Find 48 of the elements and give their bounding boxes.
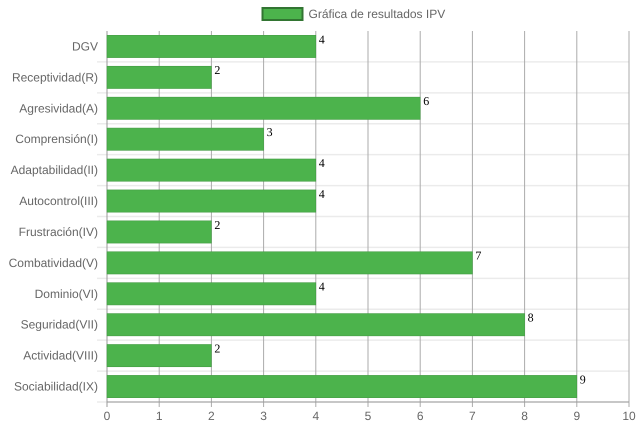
data-label: 8 <box>528 310 534 325</box>
y-tick-label: Adaptabilidad(II) <box>10 163 98 178</box>
y-tick-label: Sociabilidad(IX) <box>14 380 98 394</box>
x-tick-label: 2 <box>208 409 216 423</box>
x-tick-label: 3 <box>260 409 268 423</box>
x-tick-label: 8 <box>521 409 528 423</box>
bar <box>106 35 316 58</box>
y-tick-label: Actividad(VIII) <box>23 348 98 363</box>
y-tick-label: Frustración(IV) <box>18 224 98 239</box>
data-label: 4 <box>318 156 325 170</box>
y-tick-label: Autocontrol(III) <box>19 194 98 208</box>
bar <box>106 66 212 89</box>
bar <box>106 375 578 398</box>
data-label: 2 <box>214 341 220 356</box>
y-tick-label: DGV <box>72 39 98 54</box>
x-tick-label: 10 <box>622 409 636 423</box>
bar <box>106 158 316 182</box>
x-tick-label: 9 <box>573 409 580 423</box>
y-tick-label: Seguridad(VII) <box>20 318 98 332</box>
data-label: 6 <box>423 94 430 108</box>
x-tick-label: 6 <box>416 409 424 423</box>
x-tick-label: 4 <box>312 409 320 423</box>
x-tick-label: 7 <box>469 409 476 423</box>
bar <box>106 251 473 274</box>
data-label: 2 <box>214 63 220 78</box>
bar <box>106 96 420 120</box>
y-tick-label: Comprensión(I) <box>15 132 98 146</box>
data-label: 7 <box>475 248 482 263</box>
bar <box>106 344 212 368</box>
bar <box>106 313 525 336</box>
data-label: 4 <box>318 280 325 294</box>
bar <box>106 190 316 212</box>
data-label: 2 <box>214 218 220 232</box>
legend-label: Gráfica de resultados IPV <box>308 7 446 21</box>
data-label: 9 <box>580 372 586 386</box>
bar <box>106 220 212 244</box>
bar <box>106 128 264 151</box>
x-tick-label: 5 <box>364 409 372 423</box>
data-label: 4 <box>318 32 325 46</box>
x-tick-label: 1 <box>156 409 163 423</box>
x-tick-label: 0 <box>104 409 111 423</box>
y-tick-label: Combatividad(V) <box>8 256 98 270</box>
data-label: 4 <box>318 186 325 201</box>
bar <box>106 282 316 306</box>
y-tick-label: Receptividad(R) <box>12 70 98 84</box>
y-tick-label: Agresividad(A) <box>19 101 98 116</box>
y-tick-label: Dominio(VI) <box>34 286 98 301</box>
data-label: 3 <box>266 125 273 140</box>
